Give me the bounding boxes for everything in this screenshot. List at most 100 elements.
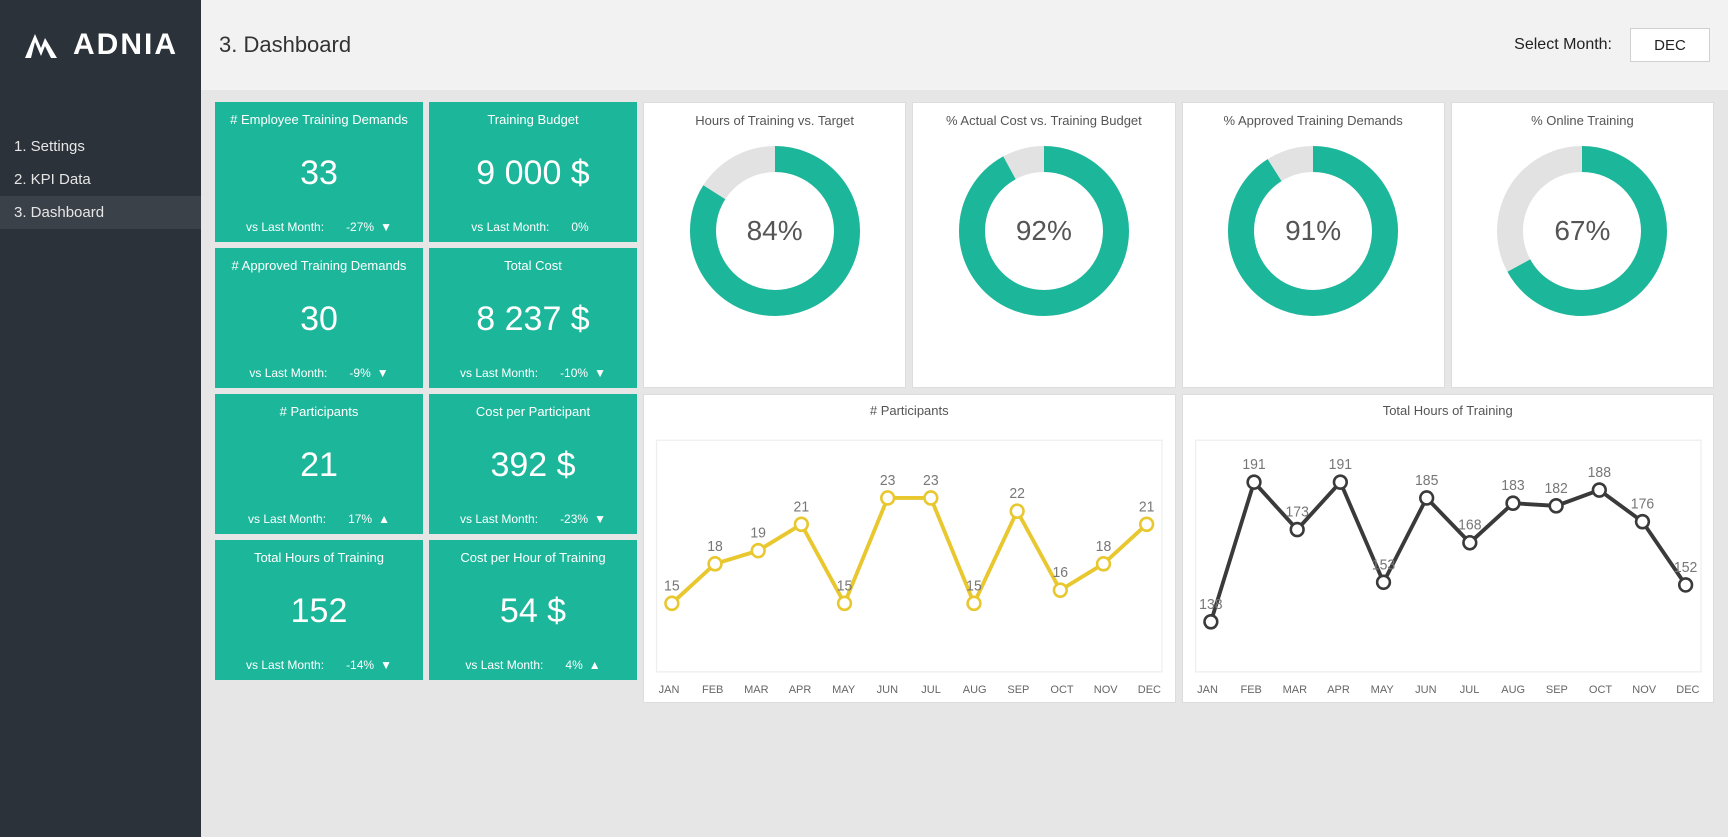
svg-text:168: 168 [1458,518,1482,534]
svg-text:153: 153 [1371,557,1395,573]
month-label: NOV [1631,684,1657,696]
kpi-value: 392 $ [490,446,575,485]
svg-text:19: 19 [750,526,766,542]
brand-name: ADNIA [73,28,178,62]
sidebar-item-settings[interactable]: 1. Settings [0,130,201,163]
kpi-title: Total Cost [504,258,562,273]
kpi-delta: 17% ▲ [348,512,390,526]
month-label: DEC [1675,684,1701,696]
kpi-footer: vs Last Month: -14% ▼ [225,658,413,672]
month-label: JUL [1457,684,1483,696]
donut-title: Hours of Training vs. Target [695,113,854,128]
kpi-vs-label: vs Last Month: [248,512,326,526]
month-label: MAY [831,684,857,696]
logo-mark-icon [23,28,63,62]
kpi-title: Training Budget [487,112,578,127]
month-label: AUG [1500,684,1526,696]
kpi-value: 9 000 $ [476,154,589,193]
kpi-value: 54 $ [500,592,566,631]
month-axis: JANFEBMARAPRMAYJUNJULAUGSEPOCTNOVDEC [654,682,1165,696]
month-select[interactable]: DEC [1630,28,1710,62]
select-month-label: Select Month: [1514,36,1612,54]
svg-text:15: 15 [837,578,853,594]
month-label: JUL [918,684,944,696]
main: 3. Dashboard Select Month: DEC # Employe… [201,0,1728,837]
kpi-cost-per-participant: Cost per Participant 392 $ vs Last Month… [429,394,637,534]
donut-center-value: 91% [1228,146,1398,316]
kpi-total-cost: Total Cost 8 237 $ vs Last Month: -10% ▼ [429,248,637,388]
month-label: JAN [656,684,682,696]
kpi-delta: -10% ▼ [560,366,606,380]
kpi-title: # Participants [280,404,359,419]
svg-text:185: 185 [1414,473,1438,489]
kpi-vs-label: vs Last Month: [249,366,327,380]
kpi-approved-training-demands: # Approved Training Demands 30 vs Last M… [215,248,423,388]
kpi-footer: vs Last Month: 17% ▲ [225,512,413,526]
donut-chart: 92% [959,146,1129,316]
month-label: MAY [1369,684,1395,696]
month-label: FEB [700,684,726,696]
svg-text:173: 173 [1285,504,1309,520]
kpi-vs-label: vs Last Month: [246,658,324,672]
donut-center-value: 67% [1497,146,1667,316]
kpi-value: 30 [300,300,338,339]
app-root: ADNIA 1. Settings 2. KPI Data 3. Dashboa… [0,0,1728,837]
kpi-delta: -9% ▼ [349,366,388,380]
svg-text:18: 18 [1096,539,1112,555]
kpi-training-budget: Training Budget 9 000 $ vs Last Month: 0… [429,102,637,242]
month-label: JAN [1195,684,1221,696]
kpi-delta: -27% ▼ [346,220,392,234]
kpi-vs-label: vs Last Month: [460,366,538,380]
donut-online-training: % Online Training 67% [1451,102,1714,388]
kpi-delta: 0% [571,220,594,234]
donut-center-value: 92% [959,146,1129,316]
chart-title: # Participants [654,403,1165,418]
kpi-value: 21 [300,446,338,485]
donut-title: % Actual Cost vs. Training Budget [946,113,1142,128]
donut-approved-demands: % Approved Training Demands 91% [1182,102,1445,388]
donut-chart: 84% [690,146,860,316]
kpi-title: # Employee Training Demands [230,112,408,127]
svg-text:15: 15 [966,578,982,594]
kpi-vs-label: vs Last Month: [460,512,538,526]
caret-up-icon: ▲ [589,658,601,672]
kpi-footer: vs Last Month: -27% ▼ [225,220,413,234]
kpi-vs-label: vs Last Month: [465,658,543,672]
sidebar-item-dashboard[interactable]: 3. Dashboard [0,196,201,229]
content-grid: # Employee Training Demands 33 vs Last M… [201,90,1728,837]
kpi-value: 33 [300,154,338,193]
svg-text:21: 21 [1139,499,1155,515]
kpi-footer: vs Last Month: 0% [439,220,627,234]
month-label: SEP [1544,684,1570,696]
kpi-footer: vs Last Month: -10% ▼ [439,366,627,380]
caret-down-icon: ▼ [380,220,392,234]
svg-text:182: 182 [1544,481,1568,497]
svg-text:21: 21 [794,499,810,515]
kpi-vs-label: vs Last Month: [471,220,549,234]
donut-center-value: 84% [690,146,860,316]
hours-chart: 138191173191153185168183182188176152 [1193,422,1704,682]
caret-up-icon: ▲ [378,512,390,526]
kpi-delta: -14% ▼ [346,658,392,672]
caret-down-icon: ▼ [594,366,606,380]
svg-text:23: 23 [923,473,939,489]
month-label: MAR [743,684,769,696]
kpi-value: 8 237 $ [476,300,589,339]
topbar: 3. Dashboard Select Month: DEC [201,0,1728,90]
month-label: AUG [962,684,988,696]
kpi-employee-training-demands: # Employee Training Demands 33 vs Last M… [215,102,423,242]
month-axis: JANFEBMARAPRMAYJUNJULAUGSEPOCTNOVDEC [1193,682,1704,696]
kpi-title: Cost per Participant [476,404,590,419]
svg-text:23: 23 [880,473,896,489]
month-label: DEC [1136,684,1162,696]
svg-text:191: 191 [1242,457,1266,473]
kpi-title: # Approved Training Demands [232,258,407,273]
kpi-delta: -23% ▼ [560,512,606,526]
svg-text:138: 138 [1199,597,1223,613]
kpi-delta: 4% ▲ [565,658,600,672]
caret-down-icon: ▼ [377,366,389,380]
month-label: SEP [1005,684,1031,696]
svg-text:188: 188 [1587,465,1611,481]
chart-title: Total Hours of Training [1193,403,1704,418]
sidebar-item-kpi-data[interactable]: 2. KPI Data [0,163,201,196]
